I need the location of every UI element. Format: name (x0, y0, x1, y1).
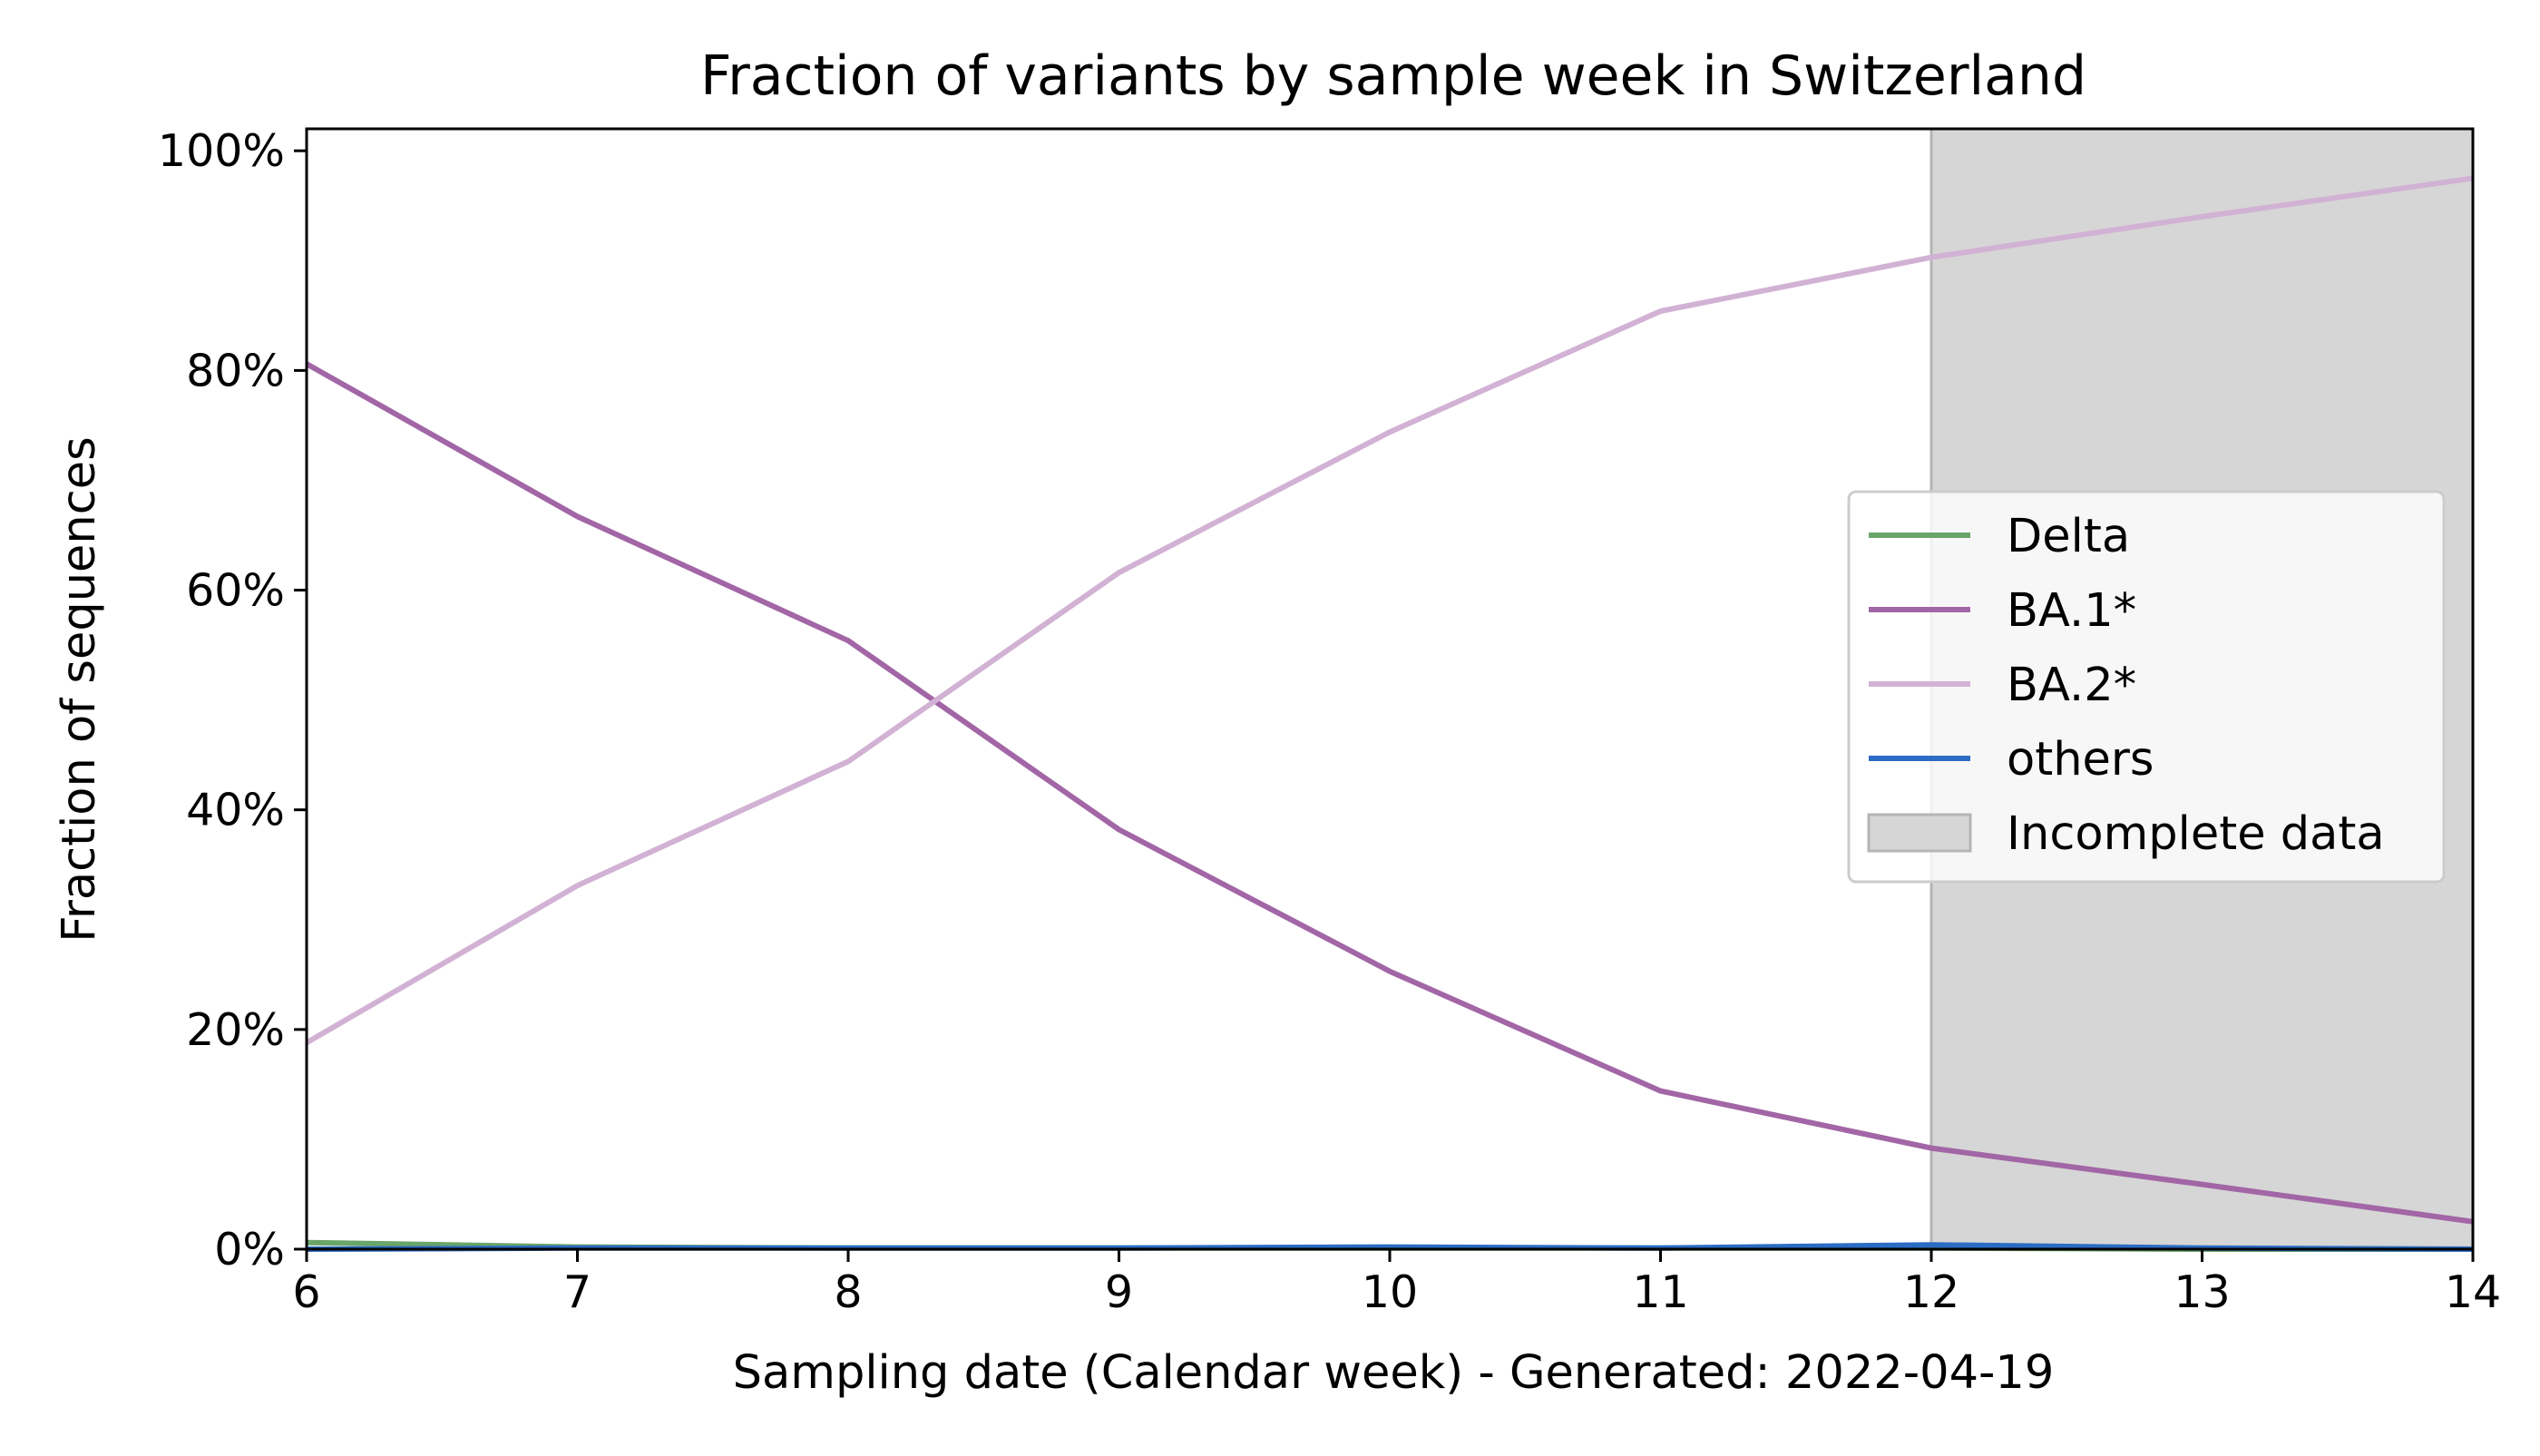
y-tick-label: 60% (186, 565, 285, 617)
y-tick-label: 0% (214, 1224, 285, 1275)
x-tick-label: 9 (1105, 1266, 1133, 1318)
legend: Delta BA.1* BA.2* others Incomplete data (1847, 490, 2446, 884)
legend-label-ba-1: BA.1* (2007, 584, 2136, 638)
legend-box (1847, 490, 2446, 884)
x-axis-title: Sampling date (Calendar week) - Generate… (733, 1346, 2055, 1400)
x-tick-label: 8 (834, 1266, 862, 1318)
x-tick-label: 6 (292, 1266, 320, 1318)
x-tick-label: 7 (563, 1266, 591, 1318)
legend-label-incomplete-data: Incomplete data (2007, 807, 2385, 861)
x-tick-label: 14 (2445, 1266, 2501, 1318)
x-tick-label: 12 (1903, 1266, 1959, 1318)
y-tick-label: 20% (186, 1004, 285, 1056)
legend-swatch-incomplete-data (1867, 813, 1972, 853)
y-tick-label: 40% (186, 785, 285, 836)
legend-label-delta: Delta (2007, 510, 2130, 563)
y-axis-title: Fraction of sequences (53, 436, 106, 943)
x-tick-label: 13 (2174, 1266, 2230, 1318)
legend-label-ba-2: BA.2* (2007, 659, 2136, 712)
chart-title: Fraction of variants by sample week in S… (700, 44, 2086, 108)
legend-label-others: others (2007, 733, 2154, 787)
x-tick-label: 11 (1632, 1266, 1688, 1318)
series-line-ba-1 (305, 361, 2474, 1225)
x-tick-label: 10 (1362, 1266, 1418, 1318)
y-tick-label: 80% (186, 345, 285, 396)
y-tick-label: 100% (158, 125, 285, 177)
series-line-ba-2 (305, 175, 2474, 1045)
